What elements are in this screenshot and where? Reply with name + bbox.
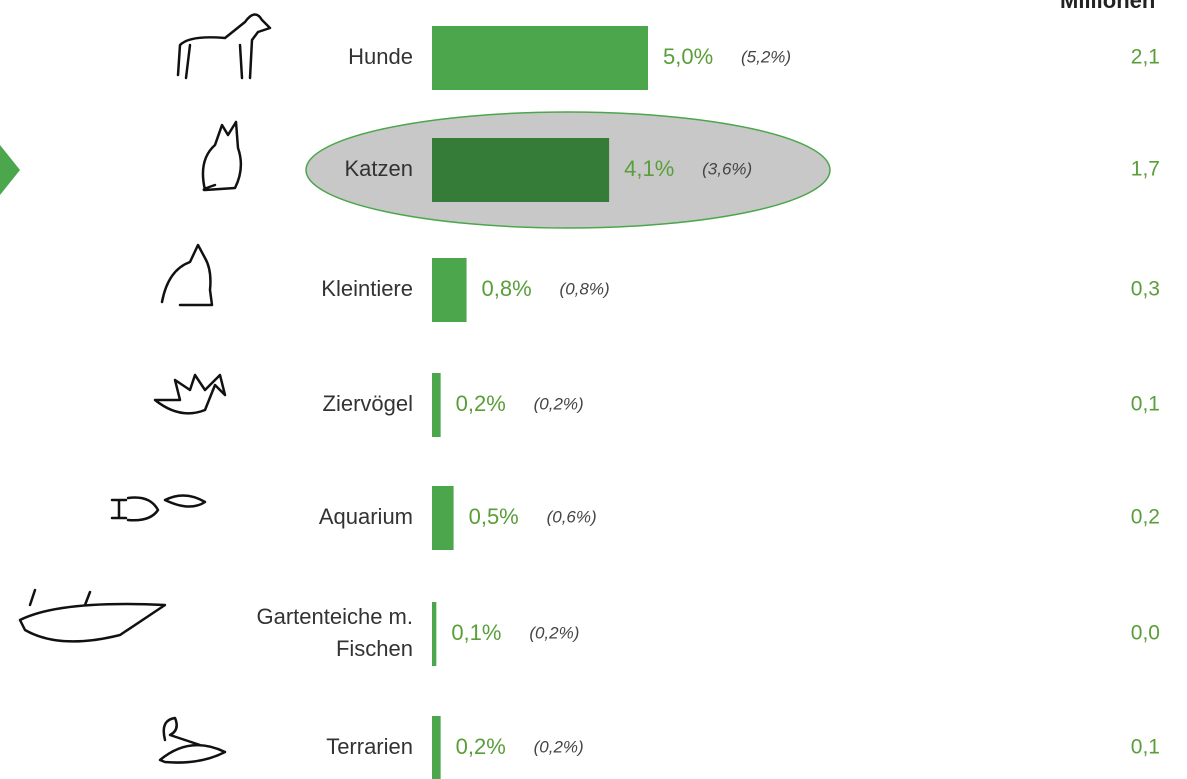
millions-value: 2,1 (1131, 46, 1160, 69)
bar (432, 716, 441, 779)
millions-value: 0,2 (1131, 506, 1160, 529)
category-label: Ziervögel (323, 391, 413, 416)
bird-icon (155, 375, 225, 413)
previous-label: (5,2%) (741, 47, 791, 66)
bar (432, 138, 609, 202)
bar (432, 373, 441, 437)
category-label: Hunde (348, 44, 413, 69)
value-label: 5,0% (663, 44, 713, 69)
value-label: 4,1% (624, 156, 674, 181)
bar (432, 26, 648, 90)
value-label: 0,1% (451, 620, 501, 645)
previous-label: (0,8%) (560, 279, 610, 298)
bar (432, 602, 436, 666)
cat-icon (203, 122, 241, 190)
category-label: Terrarien (326, 734, 413, 759)
terrarium-icon (160, 718, 225, 763)
category-label: Kleintiere (321, 276, 413, 301)
value-label: 0,2% (456, 391, 506, 416)
value-label: 0,8% (482, 276, 532, 301)
millions-value: 0,3 (1131, 278, 1160, 301)
pond-icon (20, 590, 165, 641)
millions-value: 0,0 (1131, 622, 1160, 645)
value-label: 0,2% (456, 734, 506, 759)
millions-value: 0,1 (1131, 393, 1160, 416)
previous-label: (0,6%) (547, 507, 597, 526)
highlight-arrow (0, 145, 20, 195)
rabbit-icon (162, 245, 212, 305)
previous-label: (0,2%) (534, 394, 584, 413)
dog-icon (178, 14, 270, 78)
category-label: Katzen (345, 156, 414, 181)
chart: Millionen 5,0% (5,2%) Hunde 2,1 4,1% (3,6%) Ka… (0, 0, 1187, 779)
bar (432, 258, 467, 322)
value-label: 0,5% (469, 504, 519, 529)
previous-label: (0,2%) (529, 623, 579, 642)
aquarium-icon (112, 495, 205, 520)
bar (432, 486, 454, 550)
icons (20, 14, 270, 762)
millions-title: Millionen (1060, 0, 1155, 13)
category-label: Gartenteiche m.Fischen (256, 604, 413, 661)
previous-label: (0,2%) (534, 737, 584, 756)
category-label: Aquarium (319, 504, 413, 529)
millions-value: 1,7 (1131, 158, 1160, 181)
millions-value: 0,1 (1131, 736, 1160, 759)
previous-label: (3,6%) (702, 159, 752, 178)
